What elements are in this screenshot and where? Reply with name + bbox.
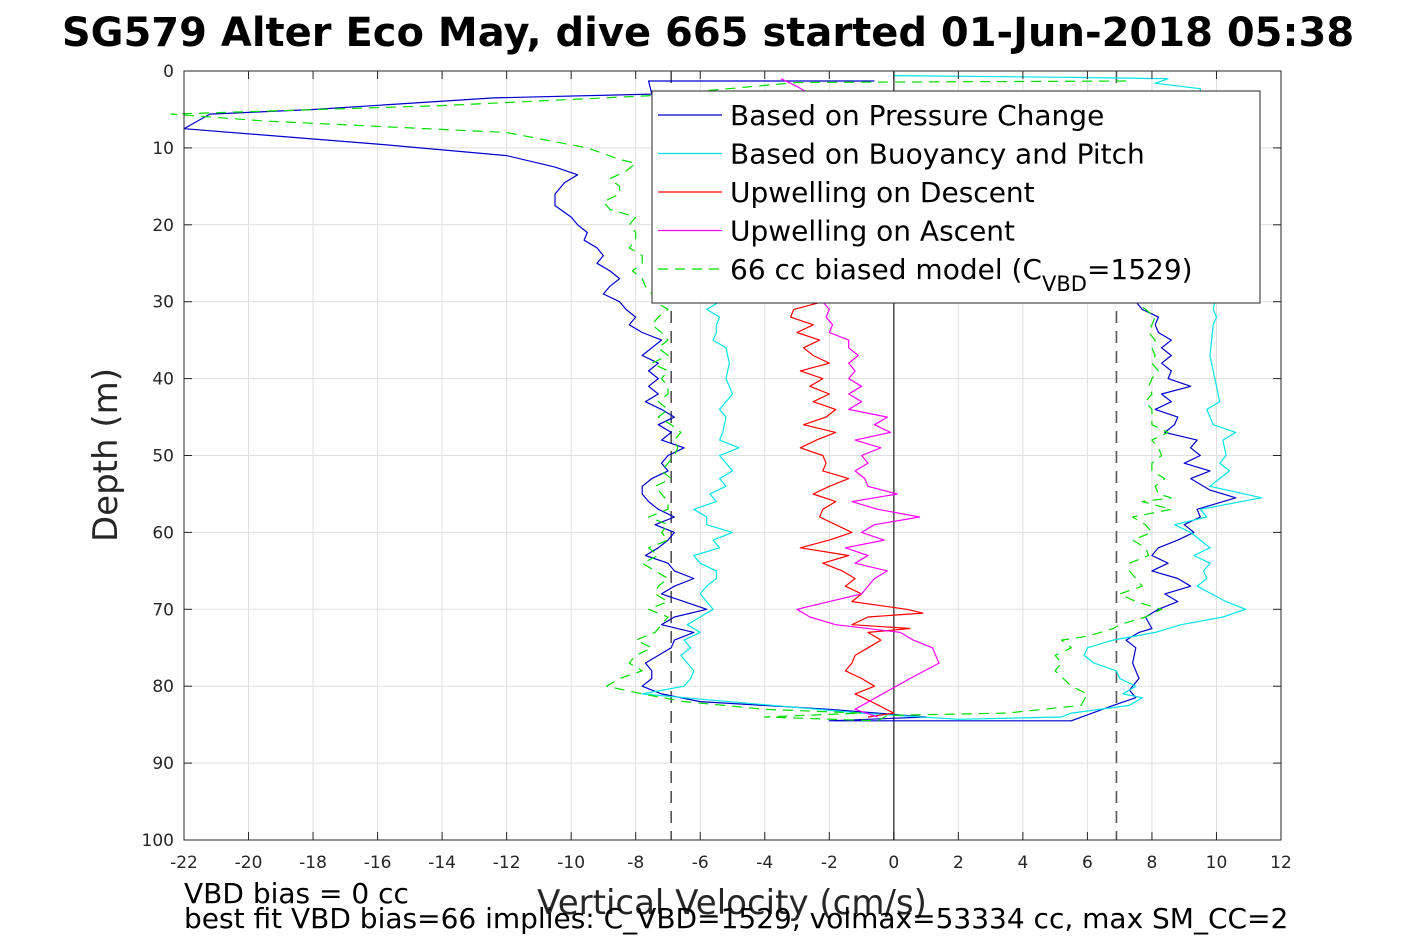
- x-tick-label: -16: [364, 853, 392, 873]
- chart-title: SG579 Alter Eco May, dive 665 started 01…: [62, 10, 1354, 56]
- x-tick-label: 10: [1206, 853, 1228, 873]
- x-tick-label: -4: [756, 853, 773, 873]
- x-axis-ticks: -22 -20 -18 -16 -14 -12 -10 -8 -6 -4 -2 0 2 4 6 8 10 12: [170, 71, 1292, 873]
- x-tick-label: -22: [170, 853, 198, 873]
- y-tick-label: 80: [152, 677, 174, 697]
- legend-box: [651, 90, 1261, 304]
- y-tick-label: 20: [152, 216, 174, 236]
- series-line-1: [641, 75, 1263, 720]
- x-tick-label: -20: [235, 853, 263, 873]
- y-tick-label: 100: [142, 831, 174, 851]
- y-tick-label: 60: [152, 523, 174, 543]
- footer-best-fit-line: best fit VBD bias=66 implies: C_VBD=1529…: [184, 902, 1289, 935]
- legend: Based on Pressure Change Based on Buoyanc…: [651, 90, 1261, 304]
- legend-label: Based on Pressure Change: [730, 99, 1104, 132]
- y-tick-label: 40: [152, 370, 174, 390]
- legend-label: Upwelling on Ascent: [730, 215, 1015, 248]
- y-axis-label: Depth (m): [86, 368, 126, 542]
- x-tick-label: 8: [1147, 853, 1158, 873]
- series-line-3: [780, 78, 940, 718]
- y-axis-ticks: 0 10 20 30 40 50 60 70 80 90 100: [142, 62, 1281, 851]
- x-tick-label: 6: [1082, 853, 1093, 873]
- series-line-4: [170, 80, 1172, 722]
- x-tick-label: -8: [627, 853, 644, 873]
- x-axis-label: Vertical Velocity (cm/s): [537, 883, 927, 923]
- series-line-2: [789, 301, 924, 718]
- x-tick-label: -14: [428, 853, 456, 873]
- series-line-0: [183, 80, 1237, 722]
- legend-label-subscript: VBD: [1042, 272, 1087, 296]
- footer-bias-line: VBD bias = 0 cc: [184, 877, 409, 910]
- x-tick-label: -2: [821, 853, 838, 873]
- x-tick-label: 4: [1017, 853, 1028, 873]
- x-tick-label: 0: [888, 853, 899, 873]
- x-tick-label: -12: [493, 853, 521, 873]
- y-tick-label: 50: [152, 447, 174, 467]
- y-tick-label: 90: [152, 754, 174, 774]
- x-tick-label: 2: [953, 853, 964, 873]
- y-tick-label: 0: [163, 62, 174, 82]
- legend-label-prefix: 66 cc biased model (C: [730, 253, 1042, 286]
- data-series: [170, 75, 1263, 722]
- x-tick-label: -10: [557, 853, 585, 873]
- x-tick-label: -18: [299, 853, 327, 873]
- y-tick-label: 70: [152, 600, 174, 620]
- legend-label: Based on Buoyancy and Pitch: [730, 138, 1145, 171]
- legend-label: Upwelling on Descent: [730, 176, 1035, 209]
- y-tick-label: 30: [152, 293, 174, 313]
- x-tick-label: 12: [1270, 853, 1292, 873]
- legend-label: 66 cc biased model (CVBD=1529): [730, 253, 1193, 296]
- y-tick-label: 10: [152, 139, 174, 159]
- legend-label-suffix: =1529): [1087, 253, 1193, 286]
- x-tick-label: -6: [692, 853, 709, 873]
